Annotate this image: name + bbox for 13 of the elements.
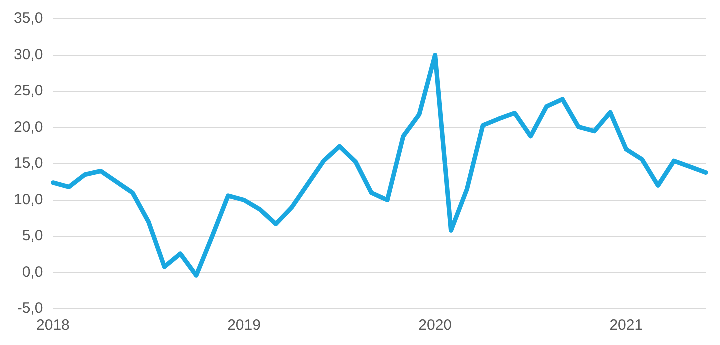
x-tick-label: 2018 <box>36 317 70 334</box>
y-tick-label: 25,0 <box>14 82 44 100</box>
y-tick-label: -5,0 <box>17 300 44 318</box>
y-tick-label: 35,0 <box>14 10 44 28</box>
x-tick-label: 2021 <box>610 317 644 334</box>
x-tick-label: 2019 <box>228 317 261 334</box>
x-tick-label: 2020 <box>418 317 452 334</box>
y-tick-label: 10,0 <box>14 191 44 208</box>
y-tick-label: 30,0 <box>14 46 44 64</box>
y-tick-label: 20,0 <box>14 118 44 136</box>
y-tick-label: 5,0 <box>22 228 44 245</box>
y-tick-label: 0,0 <box>22 264 44 281</box>
y-tick-label: 15,0 <box>14 155 44 172</box>
